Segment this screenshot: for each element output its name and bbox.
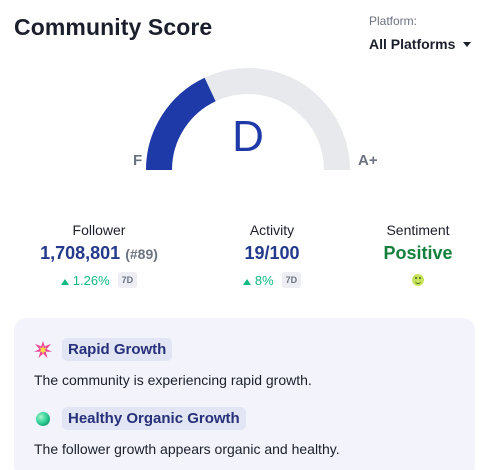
score-gauge <box>146 68 350 171</box>
sentiment-stat: Sentiment Positive <box>370 222 466 286</box>
burst-icon <box>34 340 52 358</box>
activity-label: Activity <box>249 222 295 238</box>
activity-stat: Activity 19/100 8% 7D <box>210 222 334 288</box>
sentiment-label: Sentiment <box>386 222 450 238</box>
insight-item: Healthy Organic Growth The follower grow… <box>34 407 340 457</box>
grade-letter: D <box>232 112 264 161</box>
arrow-up-icon <box>60 278 69 285</box>
gauge-min-label: F <box>133 152 143 169</box>
period-badge: 7D <box>117 272 138 288</box>
activity-value: 19/100 <box>244 243 300 263</box>
page-title: Community Score <box>14 14 213 40</box>
platform-label: Platform: <box>369 14 418 28</box>
insight-tag-healthy-organic-growth: Healthy Organic Growth <box>62 407 246 430</box>
insight-description: The follower growth appears organic and … <box>34 441 340 457</box>
follower-change-value: 1.26% <box>72 272 110 288</box>
chevron-down-icon <box>463 41 472 47</box>
follower-label: Follower <box>72 222 126 238</box>
arrow-up-icon <box>242 278 251 285</box>
gauge-fill <box>146 77 217 171</box>
follower-stat: Follower 1,708,801 (#89) 1.26% 7D <box>24 222 174 288</box>
smiley-icon <box>412 274 424 286</box>
insight-item: Rapid Growth The community is experienci… <box>34 338 312 388</box>
insight-description: The community is experiencing rapid grow… <box>34 372 312 388</box>
insight-tag-rapid-growth: Rapid Growth <box>62 338 173 361</box>
follower-rank: (#89) <box>125 246 158 262</box>
period-badge: 7D <box>281 272 302 288</box>
insights-panel: Rapid Growth The community is experienci… <box>14 318 475 470</box>
activity-change: 8% <box>242 272 274 288</box>
follower-count: 1,708,801 <box>40 243 121 263</box>
green-orb-icon <box>36 411 50 426</box>
sentiment-value: Positive <box>383 243 453 263</box>
gauge-max-label: A+ <box>358 152 378 169</box>
platform-dropdown-value: All Platforms <box>369 36 456 52</box>
activity-change-value: 8% <box>254 272 274 288</box>
follower-change: 1.26% <box>60 272 110 288</box>
platform-dropdown[interactable]: All Platforms <box>369 36 472 52</box>
